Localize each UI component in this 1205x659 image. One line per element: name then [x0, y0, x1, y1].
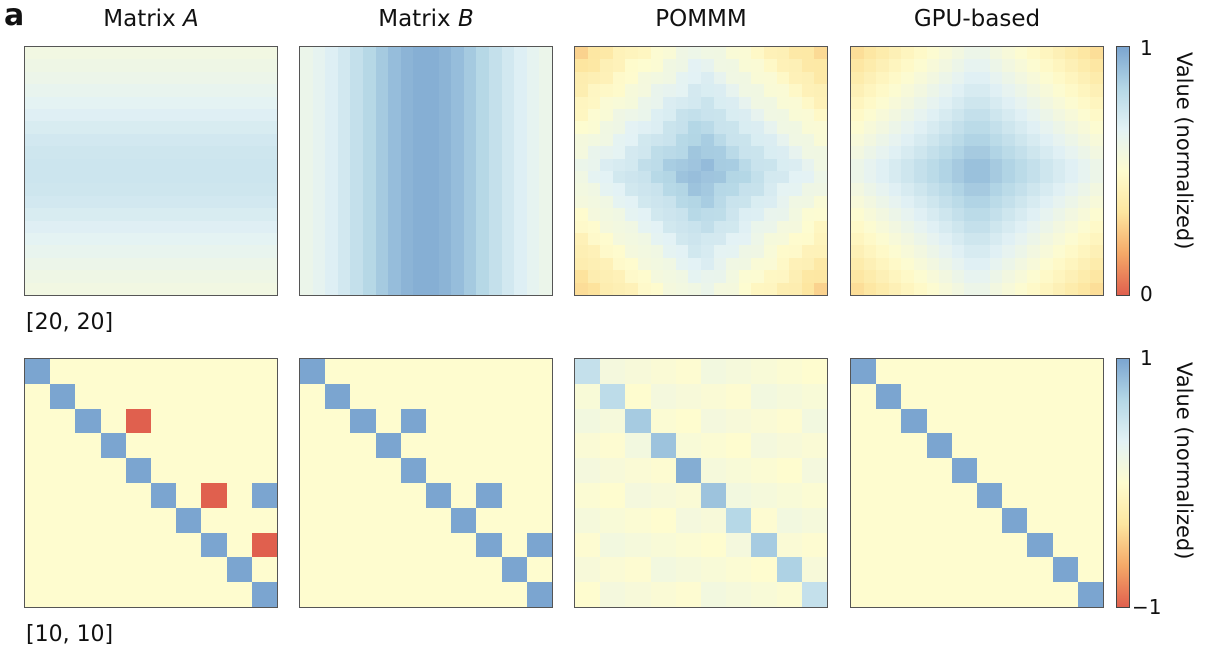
- colorbar-bottom-label: Value (normalized): [1172, 362, 1196, 560]
- colorbar-top-max-tick: 1: [1140, 36, 1153, 60]
- panel-letter: a: [4, 0, 25, 33]
- heatmap-20-matrix-a: [24, 46, 278, 296]
- column-title-matrix-a: Matrix A: [103, 6, 199, 32]
- heatmap-10-matrix-b: [299, 358, 553, 608]
- colorbar-top-min-tick: 0: [1140, 282, 1153, 306]
- colorbar-bottom-max-tick: 1: [1140, 346, 1153, 370]
- column-title-matrix-b: Matrix B: [378, 6, 474, 32]
- heatmap-10-gpu-based: [850, 358, 1104, 608]
- heatmap-20-pommm: [574, 46, 828, 296]
- colorbar-top: [1116, 46, 1130, 296]
- heatmap-10-pommm: [574, 358, 828, 608]
- colorbar-top-label: Value (normalized): [1172, 52, 1196, 250]
- heatmap-10-matrix-a: [24, 358, 278, 608]
- colorbar-bottom-min-tick: −1: [1132, 595, 1162, 619]
- row-label-20x20: [20, 20]: [26, 310, 114, 335]
- heatmap-20-gpu-based: [850, 46, 1104, 296]
- column-title-pommm: POMMM: [655, 6, 747, 32]
- column-title-gpu-based: GPU-based: [913, 6, 1041, 32]
- colorbar-bottom: [1116, 358, 1130, 608]
- row-label-10x10: [10, 10]: [26, 622, 114, 647]
- heatmap-20-matrix-b: [299, 46, 553, 296]
